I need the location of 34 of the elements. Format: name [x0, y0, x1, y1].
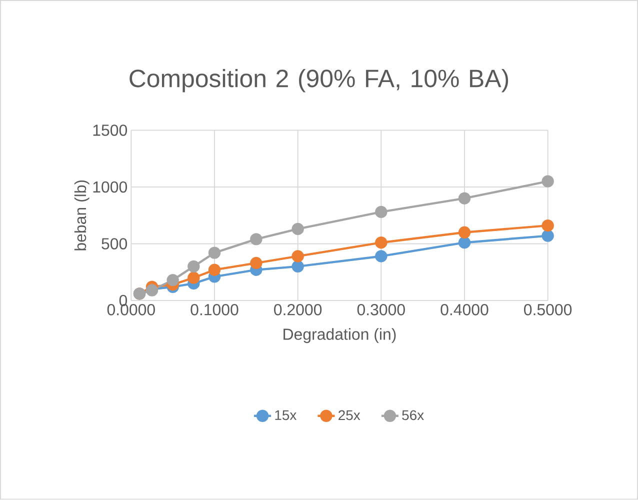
- point: [250, 233, 262, 246]
- point: [458, 192, 471, 205]
- point: [208, 246, 221, 260]
- point: [188, 260, 200, 273]
- y-tick-label: 1500: [93, 124, 128, 136]
- point: [375, 250, 388, 262]
- point: [542, 175, 554, 188]
- x-tick-label: 0.5000: [524, 304, 572, 316]
- x-tick-label: 0.2000: [274, 304, 322, 316]
- x-axis-title: Degradation (in): [284, 328, 396, 344]
- x-tick-label: 0.3000: [357, 304, 405, 316]
- point: [542, 230, 554, 242]
- point: [292, 250, 304, 262]
- legend-label: 25x: [338, 410, 360, 420]
- point: [375, 206, 388, 218]
- point: [208, 264, 221, 276]
- point: [458, 226, 471, 239]
- point: [250, 257, 262, 270]
- x-tick-label: 0.0000: [107, 304, 155, 316]
- y-tick-label: 500: [102, 238, 128, 250]
- chart-title: Composition 2 (90% FA, 10% BA): [130, 69, 508, 92]
- legend-label: 56x: [402, 410, 424, 420]
- point: [458, 236, 471, 249]
- x-tick-label: 0.4000: [440, 304, 488, 316]
- y-axis-title: beban (lb): [74, 180, 90, 250]
- point: [292, 222, 304, 236]
- point: [166, 274, 179, 286]
- point: [292, 260, 304, 273]
- point: [542, 220, 554, 232]
- point: [375, 236, 388, 249]
- y-tick-label: 1000: [93, 181, 128, 193]
- legend-label: 15x: [275, 410, 297, 420]
- point: [188, 272, 200, 284]
- x-tick-label: 0.1000: [190, 304, 238, 316]
